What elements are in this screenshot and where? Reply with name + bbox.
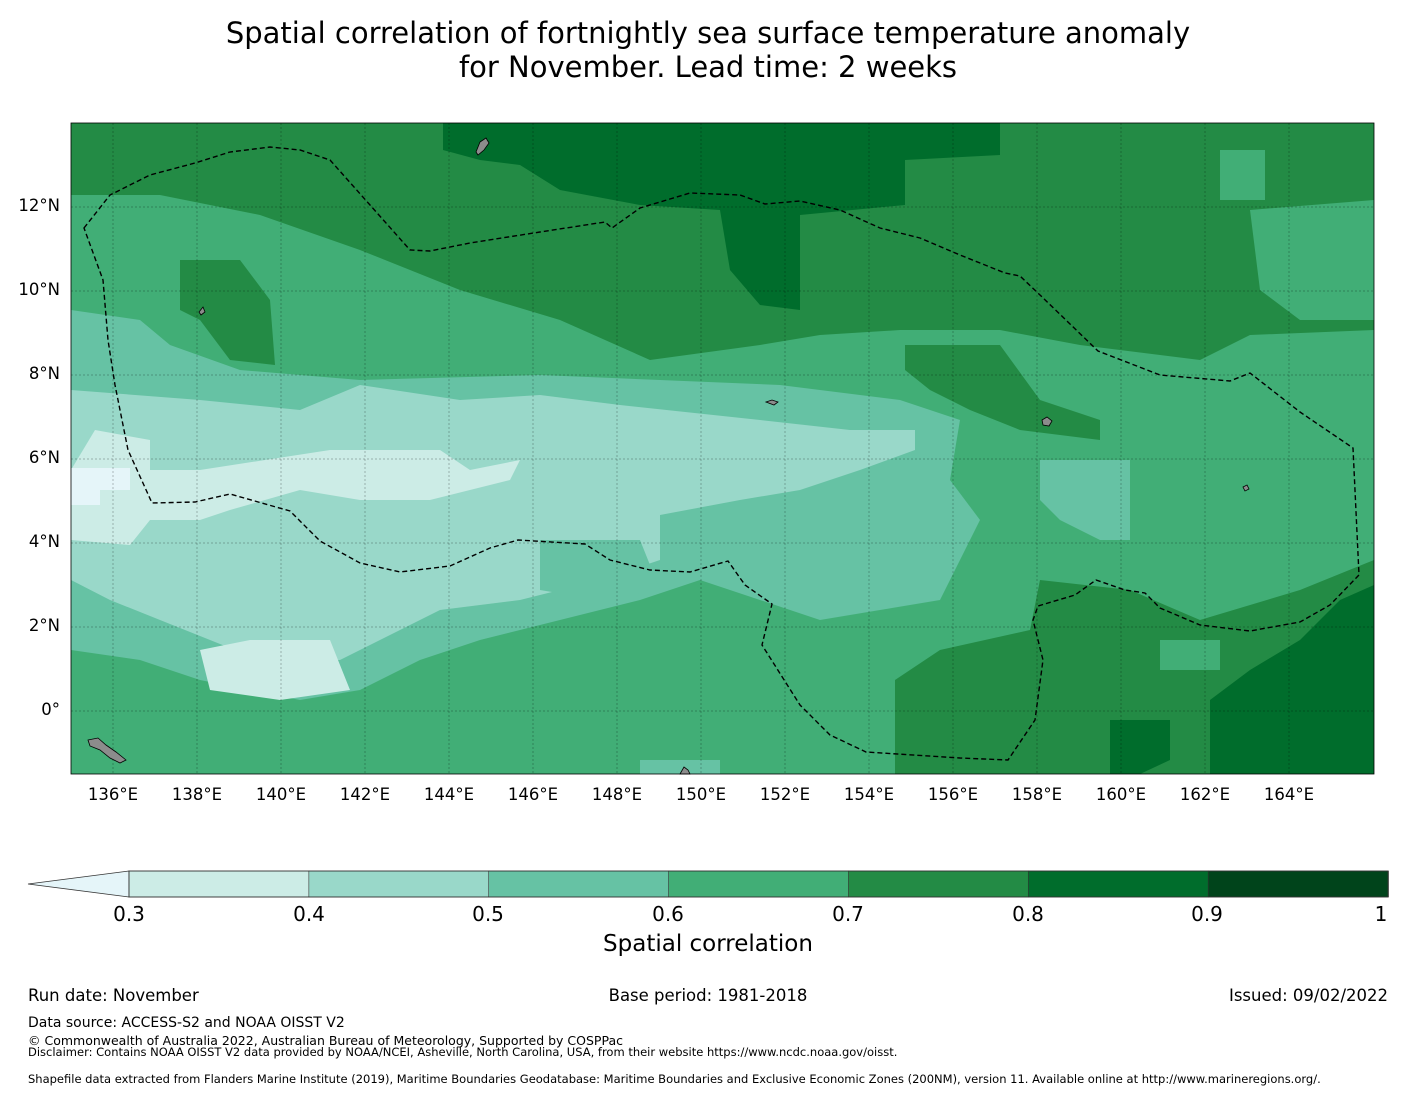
field-patch-north-east <box>1220 150 1265 200</box>
field-region-light-south <box>200 640 350 700</box>
colorbar-tick-0-6: 0.6 <box>652 902 684 926</box>
lat-label-8n: 8°N <box>28 364 60 383</box>
field-region-lighter <box>71 430 520 545</box>
colorbar-tick-1: 1 <box>1374 902 1388 926</box>
field-patch-darkest-south <box>1110 720 1170 774</box>
lon-label-160e: 160°E <box>1095 785 1147 804</box>
lon-label-156e: 156°E <box>927 785 979 804</box>
copyright: © Commonwealth of Australia 2022, Austra… <box>28 1033 623 1048</box>
lat-label-6n: 6°N <box>28 448 60 467</box>
lon-label-164e: 164°E <box>1263 785 1315 804</box>
colorbar-segment-0.7 <box>848 870 1030 898</box>
field-patch-north-east2 <box>1250 200 1374 320</box>
lon-label-154e: 154°E <box>843 785 895 804</box>
lon-label-146e: 146°E <box>507 785 559 804</box>
colorbar-label: Spatial correlation <box>603 931 813 957</box>
land-masses <box>87 137 1250 775</box>
land-palau <box>87 737 127 764</box>
colorbar-tick-0-3: 0.3 <box>113 902 145 926</box>
land-pohnpei <box>1041 416 1053 427</box>
map-frame <box>70 122 1375 775</box>
colorbar-segment-0.4 <box>308 870 490 898</box>
lon-label-138e: 138°E <box>171 785 223 804</box>
colorbar-segment-0.9 <box>1207 870 1389 898</box>
land-yap <box>198 306 206 316</box>
colorbar-tick-0-5: 0.5 <box>472 902 504 926</box>
lon-label-140e: 140°E <box>255 785 307 804</box>
colorbar-segment-0.5 <box>488 870 670 898</box>
colorbar-tick-0-9: 0.9 <box>1191 902 1223 926</box>
land-kosrae <box>1242 484 1250 492</box>
field-patch-east <box>1160 640 1220 670</box>
lon-label-162e: 162°E <box>1179 785 1231 804</box>
colorbar-tick-0-4: 0.4 <box>293 902 325 926</box>
chart-title-line1: Spatial correlation of fortnightly sea s… <box>225 16 1191 50</box>
lat-label-0: 0° <box>41 700 60 719</box>
field-region-darkest-southeast <box>1210 585 1374 774</box>
field-patch-mid-east <box>1040 460 1130 540</box>
map-gridlines <box>71 123 1374 774</box>
colorbar-segment-0.6 <box>668 870 850 898</box>
colorbar-segment-0.8 <box>1027 870 1209 898</box>
colorbar-frame <box>128 870 1389 898</box>
lat-label-2n: 2°N <box>28 616 60 635</box>
data-source: Data source: ACCESS-S2 and NOAA OISST V2 <box>28 1015 345 1031</box>
land-guam <box>475 137 490 156</box>
lat-label-12n: 12°N <box>18 196 60 215</box>
lon-label-152e: 152°E <box>759 785 811 804</box>
field-region-lightest <box>71 468 130 505</box>
field-region-dark-north <box>71 123 1374 360</box>
field-region-mid-patch <box>540 540 660 600</box>
land-chuuk <box>764 399 779 406</box>
chart-title-line2: for November. Lead time: 2 weeks <box>458 50 958 84</box>
run-date: Run date: November <box>28 986 199 1005</box>
eez-boundary-line <box>83 146 1360 761</box>
lat-label-10n: 10°N <box>18 280 60 299</box>
field-region-dark-west <box>180 260 275 365</box>
field-region-dark-east <box>895 330 1374 774</box>
colorbar-tick-0-7: 0.7 <box>832 902 864 926</box>
field-region-light <box>71 385 915 660</box>
lon-label-136e: 136°E <box>87 785 139 804</box>
issued-date: Issued: 09/02/2022 <box>1228 986 1388 1005</box>
field-region-dark-mid <box>905 345 1100 440</box>
shapefile-credit: Shapefile data extracted from Flanders M… <box>28 1072 1321 1086</box>
colorbar-segments <box>128 870 1389 898</box>
correlation-field <box>71 123 1374 774</box>
colorbar-segment-0.3 <box>128 870 310 898</box>
lon-label-142e: 142°E <box>339 785 391 804</box>
lon-label-158e: 158°E <box>1011 785 1063 804</box>
map-figure <box>27 122 1389 898</box>
colorbar-tick-0-8: 0.8 <box>1012 902 1044 926</box>
lat-label-4n: 4°N <box>28 532 60 551</box>
field-patch-south <box>640 760 720 774</box>
colorbar <box>27 870 1389 898</box>
disclaimer: Disclaimer: Contains NOAA OISST V2 data … <box>28 1045 898 1059</box>
colorbar-under-triangle <box>27 870 130 898</box>
field-region-darkest-north <box>443 123 1000 310</box>
lon-label-144e: 144°E <box>423 785 475 804</box>
lon-label-148e: 148°E <box>591 785 643 804</box>
base-period: Base period: 1981-2018 <box>608 986 808 1005</box>
lon-label-150e: 150°E <box>675 785 727 804</box>
